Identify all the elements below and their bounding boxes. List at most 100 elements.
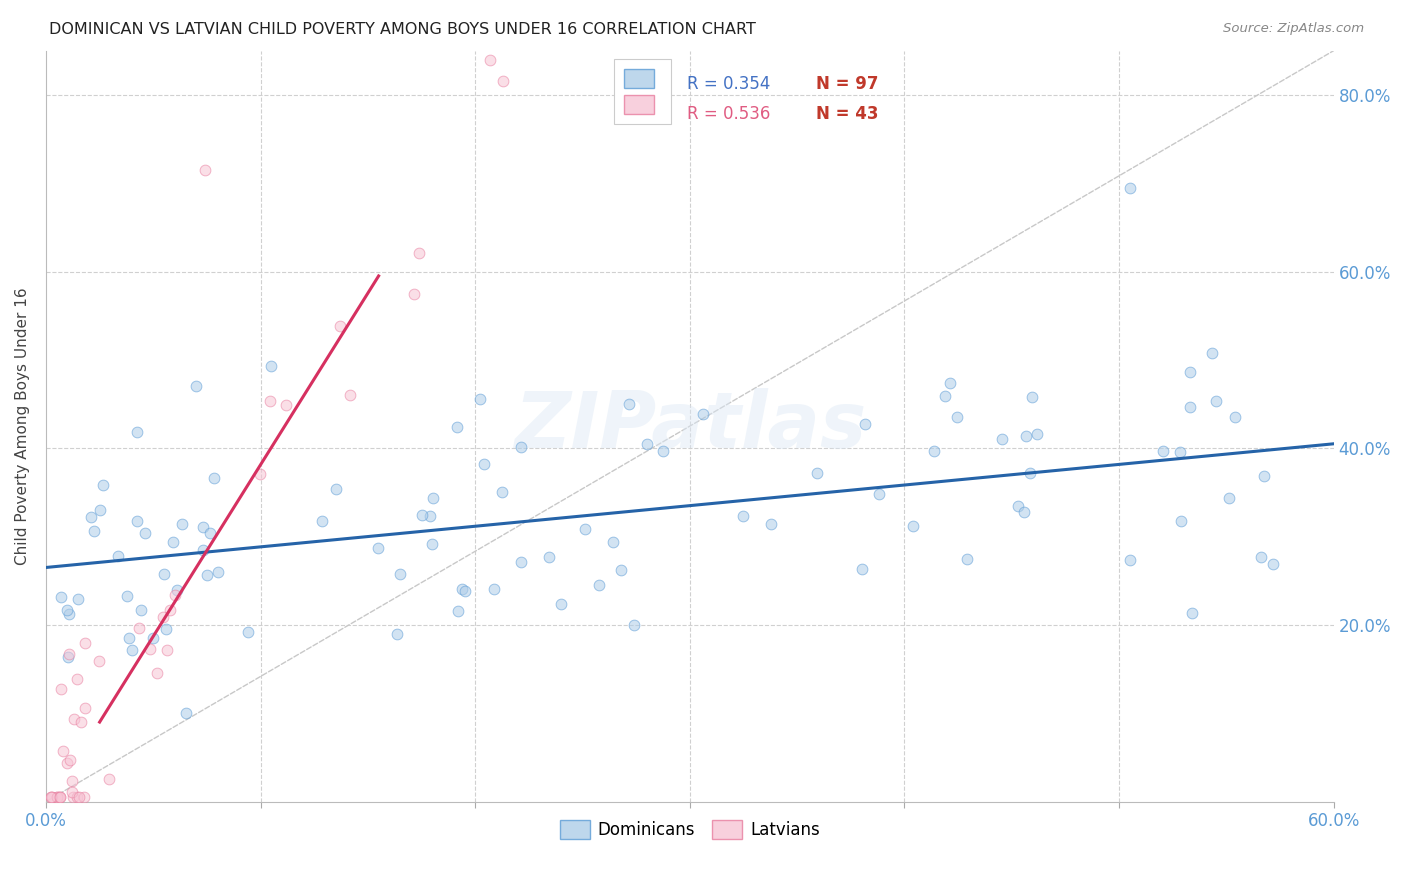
Point (422, 491, 444, 505)
Point (868, 486, 890, 500)
Point (1250, 549, 1272, 564)
Point (388, 567, 411, 582)
Point (1019, 466, 1042, 480)
Point (479, 53, 502, 67)
Point (692, 408, 714, 422)
Point (66, 790, 89, 805)
Point (617, 396, 640, 410)
Point (62, 790, 84, 805)
Point (385, 627, 408, 641)
Point (652, 444, 675, 458)
Point (934, 389, 956, 403)
Point (623, 618, 645, 632)
Point (402, 287, 425, 301)
Text: ZIPatlas: ZIPatlas (513, 388, 866, 464)
Point (1119, 553, 1142, 567)
Point (491, 484, 513, 499)
Point (195, 568, 218, 582)
Point (1223, 409, 1246, 424)
Point (80, 510, 103, 524)
Point (1180, 401, 1202, 415)
Point (174, 706, 197, 720)
Point (202, 470, 225, 484)
Point (454, 583, 477, 598)
Point (91, 478, 114, 492)
Point (46, 790, 69, 805)
Point (66, 672, 89, 686)
Point (588, 578, 610, 592)
Y-axis label: Child Poverty Among Boys Under 16: Child Poverty Among Boys Under 16 (15, 287, 30, 565)
Point (49, 790, 72, 805)
Text: Source: ZipAtlas.com: Source: ZipAtlas.com (1223, 22, 1364, 36)
Point (938, 376, 960, 391)
Point (509, 556, 531, 570)
Point (851, 562, 873, 576)
Point (339, 388, 361, 402)
Point (207, 566, 229, 580)
Point (419, 509, 441, 524)
Text: DOMINICAN VS LATVIAN CHILD POVERTY AMONG BOYS UNDER 16 CORRELATION CHART: DOMINICAN VS LATVIAN CHILD POVERTY AMONG… (49, 22, 756, 37)
Point (956, 552, 979, 566)
Point (1181, 606, 1204, 620)
Point (67, 591, 90, 606)
Point (602, 535, 624, 549)
Point (1152, 444, 1174, 458)
Legend: Dominicans, Latvians: Dominicans, Latvians (553, 814, 827, 846)
Point (153, 566, 176, 581)
Point (468, 392, 491, 407)
Point (63, 712, 86, 726)
Point (411, 508, 433, 523)
Point (761, 517, 783, 532)
Point (731, 508, 754, 523)
Point (73, 790, 96, 805)
Point (166, 582, 188, 597)
Point (472, 457, 495, 471)
Point (1168, 445, 1191, 459)
Point (75, 701, 97, 715)
Point (155, 622, 177, 636)
Point (1205, 393, 1227, 408)
Point (127, 425, 149, 439)
Point (58, 607, 80, 622)
Text: N = 43: N = 43 (815, 104, 879, 123)
Point (991, 432, 1014, 446)
Point (52, 743, 75, 757)
Point (901, 519, 924, 533)
Point (311, 514, 333, 528)
Point (1014, 429, 1036, 443)
Point (276, 399, 298, 413)
Point (128, 621, 150, 635)
Point (56, 756, 79, 770)
Point (139, 641, 162, 656)
Text: R = 0.536: R = 0.536 (688, 104, 770, 123)
Point (129, 603, 152, 617)
Point (198, 526, 221, 541)
Point (48, 790, 70, 805)
Point (328, 319, 350, 334)
Point (142, 631, 165, 645)
Point (89, 502, 111, 516)
Point (70, 714, 93, 729)
Point (610, 563, 633, 577)
Point (73, 635, 96, 649)
Point (127, 514, 149, 528)
Point (49, 790, 72, 805)
Point (1170, 514, 1192, 528)
Point (191, 520, 214, 534)
Point (492, 74, 515, 88)
Point (574, 522, 596, 536)
Point (446, 419, 468, 434)
Point (1025, 427, 1047, 442)
Point (259, 394, 281, 409)
Point (45, 790, 67, 805)
Point (194, 163, 217, 178)
Point (238, 624, 260, 639)
Point (538, 549, 561, 564)
Point (163, 588, 186, 602)
Point (1180, 365, 1202, 379)
Point (1007, 500, 1029, 514)
Point (550, 597, 572, 611)
Point (484, 582, 506, 597)
Point (172, 517, 194, 532)
Point (89, 654, 111, 668)
